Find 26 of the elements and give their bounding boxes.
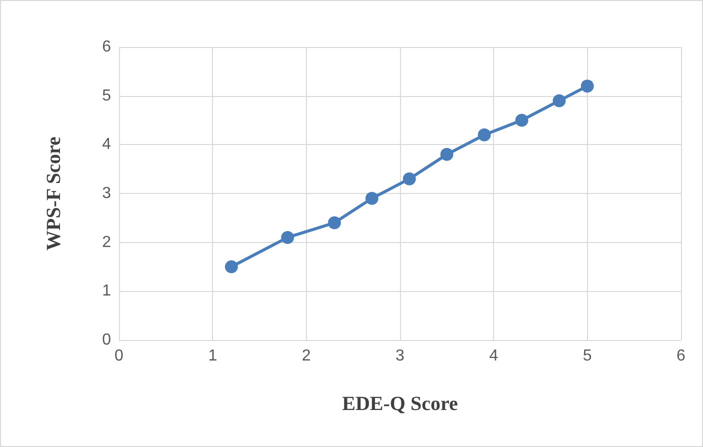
point: [440, 148, 454, 161]
point: [365, 192, 378, 205]
x-tick-label: 5: [582, 348, 592, 364]
point: [478, 128, 491, 142]
point: [402, 172, 416, 186]
y-tick-label: 5: [102, 87, 112, 104]
y-tick-label: 0: [102, 332, 112, 348]
point: [580, 80, 594, 93]
point: [328, 216, 341, 230]
x-tick-label: 4: [489, 348, 498, 364]
x-tick-label: 6: [676, 348, 686, 364]
y-tick-label: 6: [102, 38, 112, 56]
y-tick-label: 4: [102, 136, 112, 154]
y-tick-label: 1: [102, 282, 112, 300]
point: [224, 260, 238, 274]
x-axis-title: EDE-Q Score: [342, 393, 458, 415]
y-axis-title: WPS-F Score: [43, 136, 65, 250]
point: [515, 114, 528, 127]
x-tick-label: 0: [114, 348, 124, 364]
point: [281, 230, 294, 244]
x-tick-label: 3: [396, 348, 405, 364]
y-tick-label: 3: [102, 185, 112, 202]
x-tick-label: 2: [302, 348, 311, 364]
y-tick-label: 2: [102, 234, 112, 251]
x-tick-label: 1: [208, 348, 218, 364]
point: [552, 94, 566, 108]
